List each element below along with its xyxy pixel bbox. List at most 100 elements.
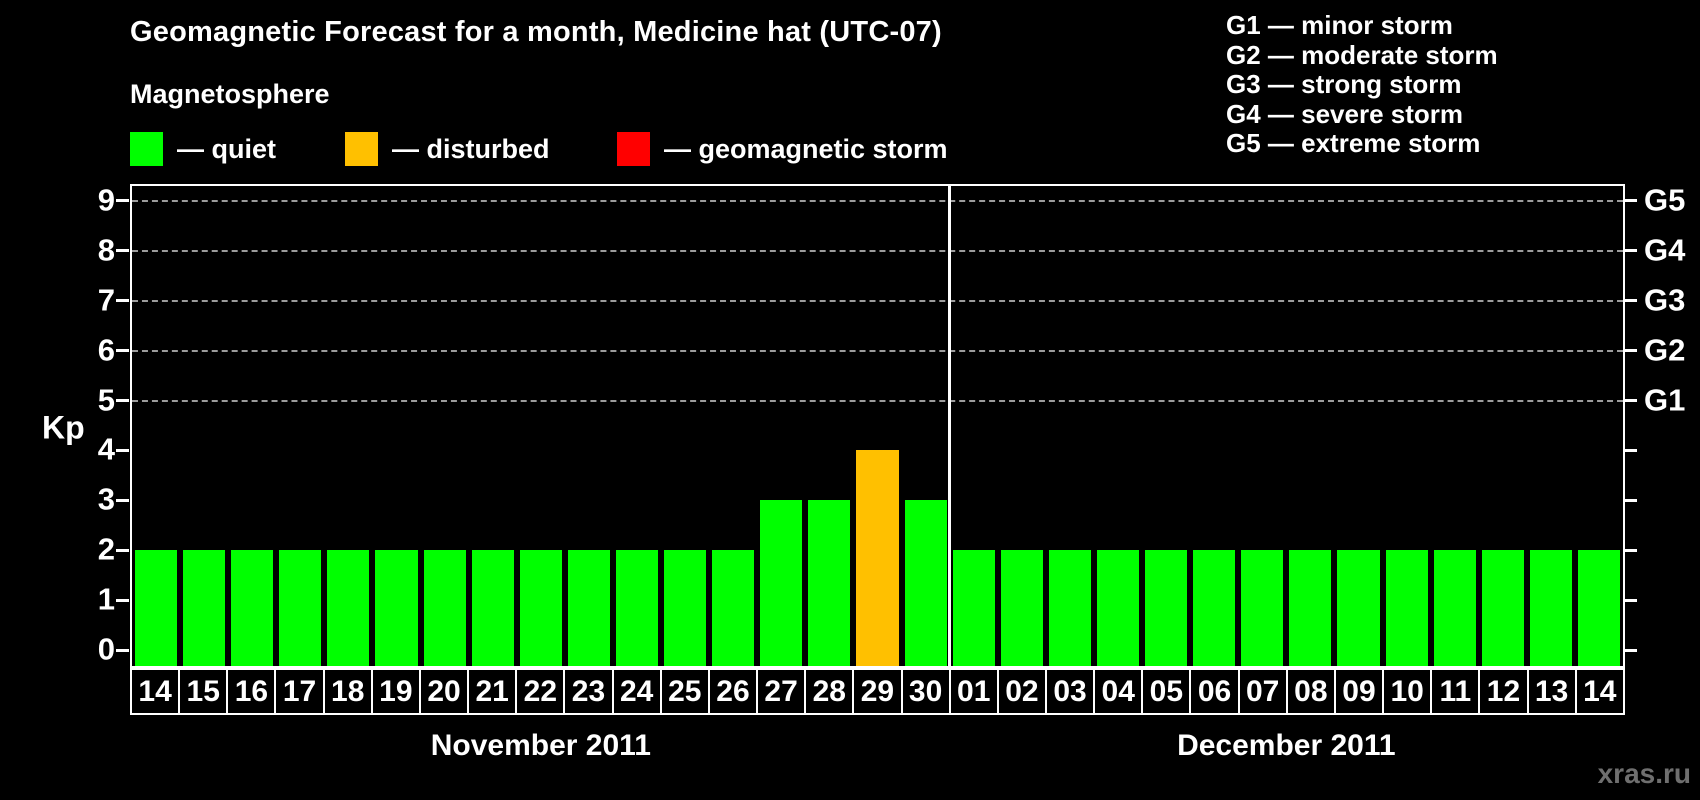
kp-bar (664, 550, 707, 666)
chart-title: Geomagnetic Forecast for a month, Medici… (130, 16, 942, 48)
day-label-cell: 01 (948, 668, 999, 715)
gridline-kp7 (132, 299, 1623, 302)
y-axis-tick-label: 1 (97, 581, 115, 617)
day-label-cell: 27 (756, 668, 807, 715)
kp-bar (615, 550, 659, 666)
y-axis-tick-label: 0 (97, 631, 115, 667)
storm-color-swatch (617, 132, 650, 166)
kp-bar (327, 550, 370, 666)
g-legend-line: G4 — severe storm (1226, 98, 1464, 129)
kp-bar (423, 550, 466, 666)
kp-bar (1193, 550, 1236, 666)
kp-bar (1337, 550, 1380, 666)
g-legend-line: G1 — minor storm (1226, 10, 1453, 40)
day-label-cell: 20 (418, 668, 470, 715)
day-label-cell: 21 (467, 668, 518, 715)
kp-bar (1145, 550, 1188, 666)
y-axis-tick-label: 8 (97, 232, 115, 268)
kp-bar (375, 550, 418, 666)
y-axis-tick (116, 399, 129, 402)
y-axis-tick (116, 448, 129, 452)
gridline-kp5 (132, 399, 1623, 402)
day-label-cell: 19 (370, 668, 421, 715)
legend-item-storm: — geomagnetic storm (617, 131, 948, 167)
right-axis-tick (1624, 648, 1637, 652)
day-label-cell: 23 (563, 668, 614, 715)
kp-bar (1433, 550, 1476, 666)
g-scale-legend: G1 — minor storm G2 — moderate storm G3 … (1226, 10, 1498, 159)
y-axis-tick-label: 2 (97, 531, 115, 567)
y-axis-tick (116, 349, 129, 353)
kp-bar (1000, 550, 1043, 666)
day-label-cell: 04 (1093, 668, 1144, 715)
y-axis-tick (116, 548, 129, 552)
legend-item-disturbed: — disturbed (345, 131, 550, 167)
g-axis-label: G2 (1644, 331, 1686, 367)
kp-bar (952, 550, 995, 666)
y-axis-tick-label: 4 (97, 431, 115, 467)
kp-bar (904, 500, 947, 666)
day-label-cell: 16 (226, 668, 277, 715)
y-axis-tick (116, 498, 129, 502)
kp-bar (135, 550, 178, 666)
right-axis-tick (1624, 448, 1637, 452)
kp-bar (1577, 550, 1620, 666)
day-label-cell: 09 (1333, 668, 1385, 715)
kp-bar (183, 550, 226, 666)
watermark: xras.ru (1597, 758, 1691, 789)
kp-bar (808, 500, 851, 666)
right-axis-tick (1624, 598, 1637, 602)
day-label-cell: 13 (1526, 668, 1577, 715)
kp-bar (519, 550, 562, 666)
y-axis-tick-label: 7 (97, 281, 115, 317)
day-label-cell: 24 (611, 668, 662, 715)
legend-item-label: — quiet (177, 133, 276, 164)
kp-bar (279, 550, 322, 666)
day-label-cell: 02 (996, 668, 1047, 715)
x-axis-day-band: 14 15 16 17 18 19 20 21 22 23 24 25 26 27 28 29 30 01 02 03… (130, 668, 1625, 715)
month-label-0: November 2011 (430, 729, 651, 762)
right-axis-tick (1624, 349, 1637, 353)
kp-bar (1481, 550, 1524, 666)
right-axis-tick (1624, 399, 1637, 402)
legend-heading: Magnetosphere (130, 79, 330, 109)
y-axis-tick-label: 3 (97, 481, 115, 517)
kp-bar (567, 550, 610, 666)
right-axis-tick (1624, 199, 1637, 203)
kp-bar (760, 500, 803, 666)
day-label-cell: 15 (178, 668, 229, 715)
day-label-cell: 17 (274, 668, 325, 715)
g-axis-label: G5 (1644, 182, 1686, 218)
right-axis-tick (1624, 249, 1637, 253)
disturbed-color-swatch (345, 132, 378, 166)
day-label-cell: 29 (852, 668, 903, 715)
y-axis-tick (116, 199, 129, 203)
y-axis-tick (116, 299, 129, 303)
plot-area (130, 184, 1625, 668)
day-label-cell: 06 (1189, 668, 1240, 715)
right-axis-tick (1624, 548, 1637, 552)
kp-bar (1096, 550, 1140, 666)
quiet-color-swatch (130, 132, 163, 166)
day-label-cell: 14 (130, 668, 181, 715)
y-axis-tick (116, 249, 129, 253)
plot-inner (132, 186, 1623, 666)
day-label-cell: 18 (322, 668, 373, 715)
g-axis-label: G3 (1644, 281, 1686, 317)
day-label-cell: 03 (1044, 668, 1096, 715)
day-label-cell: 05 (1141, 668, 1192, 715)
day-label-cell: 30 (900, 668, 951, 715)
g-axis-label: G1 (1644, 381, 1686, 417)
kp-bar (1241, 550, 1284, 666)
y-axis-tick-label: 6 (97, 331, 115, 367)
day-label-cell: 08 (1285, 668, 1336, 715)
day-label-cell: 14 (1574, 668, 1625, 715)
kp-bar (1529, 550, 1572, 666)
gridline-kp8 (132, 249, 1623, 252)
kp-bar (856, 450, 899, 666)
day-label-cell: 28 (804, 668, 855, 715)
day-label-cell: 12 (1478, 668, 1529, 715)
kp-bar (1385, 550, 1428, 666)
day-label-cell: 22 (515, 668, 566, 715)
kp-bar (231, 550, 274, 666)
